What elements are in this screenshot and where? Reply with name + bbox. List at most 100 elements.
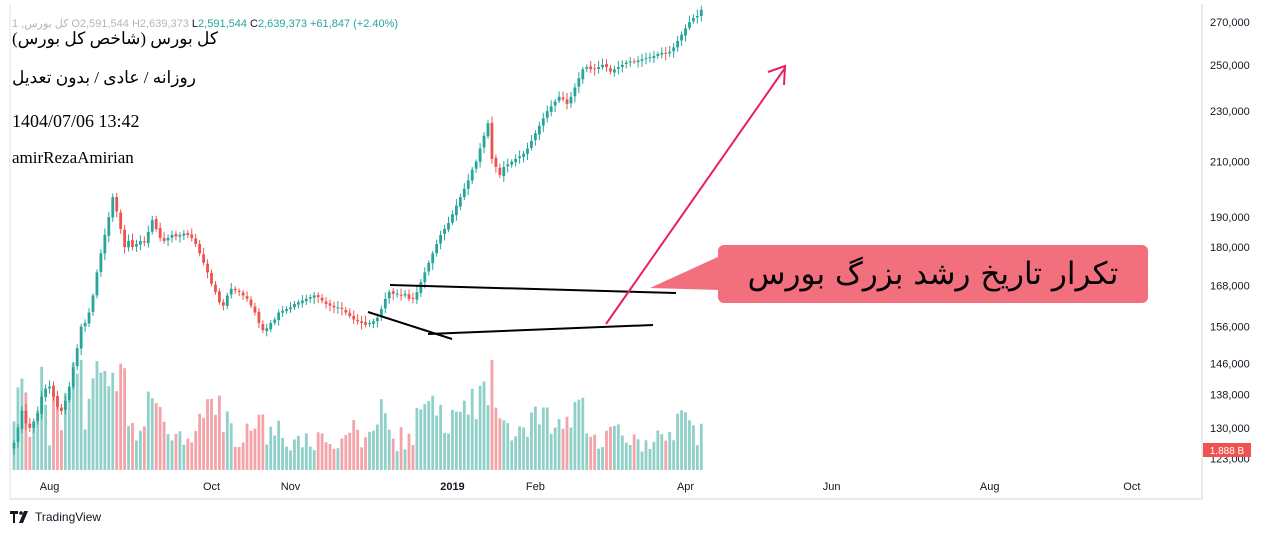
open-label: O xyxy=(71,18,80,30)
candle-body xyxy=(225,295,229,306)
candle-body xyxy=(490,122,494,159)
candle-body xyxy=(52,385,55,397)
candle-body xyxy=(605,63,608,68)
volume-bar xyxy=(146,391,150,470)
volume-bar xyxy=(83,429,87,470)
volume-bar xyxy=(233,446,237,470)
candle-body xyxy=(534,133,537,141)
candle-body xyxy=(640,59,644,61)
candle-body xyxy=(356,319,360,322)
volume-bar xyxy=(348,432,352,470)
volume-bar xyxy=(569,427,573,470)
candle-body xyxy=(399,294,403,296)
candle-body xyxy=(83,323,87,327)
candle-body xyxy=(589,66,593,70)
candle-body xyxy=(221,302,225,306)
candle-body xyxy=(376,317,379,322)
volume-bar xyxy=(297,435,300,470)
volume-bar xyxy=(613,425,616,470)
change-value: +61,847 (+2.40%) xyxy=(310,18,399,30)
candle-body xyxy=(210,272,213,284)
price-tick-label: 146,000 xyxy=(1210,358,1250,370)
volume-bar xyxy=(225,411,229,470)
volume-bar xyxy=(67,390,71,470)
candle-body xyxy=(135,244,138,247)
candle-body xyxy=(593,68,597,70)
time-tick-label: Oct xyxy=(203,481,220,493)
candle-body xyxy=(668,51,672,54)
candle-body xyxy=(656,53,660,56)
candle-body xyxy=(316,295,320,298)
volume-bar xyxy=(652,441,656,470)
candle-body xyxy=(478,148,482,162)
volume-bar xyxy=(676,413,679,470)
volume-bar xyxy=(498,418,502,470)
volume-bar xyxy=(190,442,194,470)
volume-bar xyxy=(48,445,51,470)
volume-bar xyxy=(537,424,541,470)
volume-bar xyxy=(482,381,486,470)
volume-bar xyxy=(285,446,288,470)
candle-body xyxy=(190,234,194,238)
candle-body xyxy=(20,410,24,429)
candle-body xyxy=(660,52,664,55)
volume-bar xyxy=(210,398,213,470)
candle-body xyxy=(443,228,446,234)
volume-bar xyxy=(336,448,340,470)
candle-body xyxy=(502,166,506,177)
time-axis[interactable]: Aug Oct Nov 2019 Feb Apr Jun Aug Oct xyxy=(40,481,1141,493)
volume-bar xyxy=(455,411,458,470)
volume-bar xyxy=(664,440,668,470)
candle-body xyxy=(87,312,91,324)
volume-bar xyxy=(28,436,32,470)
volume-bar xyxy=(695,445,699,470)
candle-body xyxy=(506,164,510,167)
candle-body xyxy=(372,321,375,324)
volume-bar xyxy=(466,414,470,470)
candle-body xyxy=(561,97,565,100)
volume-bar xyxy=(99,372,103,470)
volume-bar xyxy=(640,451,644,470)
growth-arrow xyxy=(605,64,787,325)
volume-bar xyxy=(56,396,59,470)
volume-bar xyxy=(699,423,703,470)
volume-bar xyxy=(119,363,123,470)
candle-body xyxy=(648,57,652,59)
price-axis[interactable]: 270,000 250,000 230,000 210,000 190,000 180,0… xyxy=(1210,17,1250,465)
volume-bar xyxy=(672,440,676,470)
candle-body xyxy=(644,58,648,60)
candle-body xyxy=(573,87,577,97)
volume-bar xyxy=(24,392,28,470)
candle-body xyxy=(324,301,328,304)
volume-bar xyxy=(609,426,612,470)
volume-bar xyxy=(218,395,221,470)
candle-body xyxy=(249,299,253,306)
volume-bar xyxy=(545,407,549,470)
price-tick-label: 138,000 xyxy=(1210,390,1250,402)
volume-bar xyxy=(423,404,427,470)
volume-bar xyxy=(107,386,111,470)
candle-body xyxy=(419,282,423,293)
volume-bar xyxy=(526,436,529,470)
volume-bar xyxy=(439,404,442,470)
volume-bar xyxy=(616,424,620,470)
candle-body xyxy=(214,284,217,293)
candle-body xyxy=(95,272,99,296)
volume-bar xyxy=(692,425,695,470)
volume-bar xyxy=(376,424,379,470)
candle-body xyxy=(427,262,431,272)
price-tick-label: 190,000 xyxy=(1210,212,1250,224)
price-tick-label: 230,000 xyxy=(1210,106,1250,118)
candle-body xyxy=(482,135,486,148)
candle-body xyxy=(123,229,126,248)
candle-body xyxy=(597,67,600,70)
volume-bar xyxy=(316,432,320,470)
volume-bar xyxy=(581,397,585,470)
volume-bar xyxy=(601,447,604,470)
tradingview-logo[interactable]: TradingView xyxy=(10,510,101,524)
candle-body xyxy=(458,197,462,207)
volume-bar xyxy=(194,430,198,470)
volume-bar xyxy=(186,438,190,470)
candle-body xyxy=(344,309,348,313)
